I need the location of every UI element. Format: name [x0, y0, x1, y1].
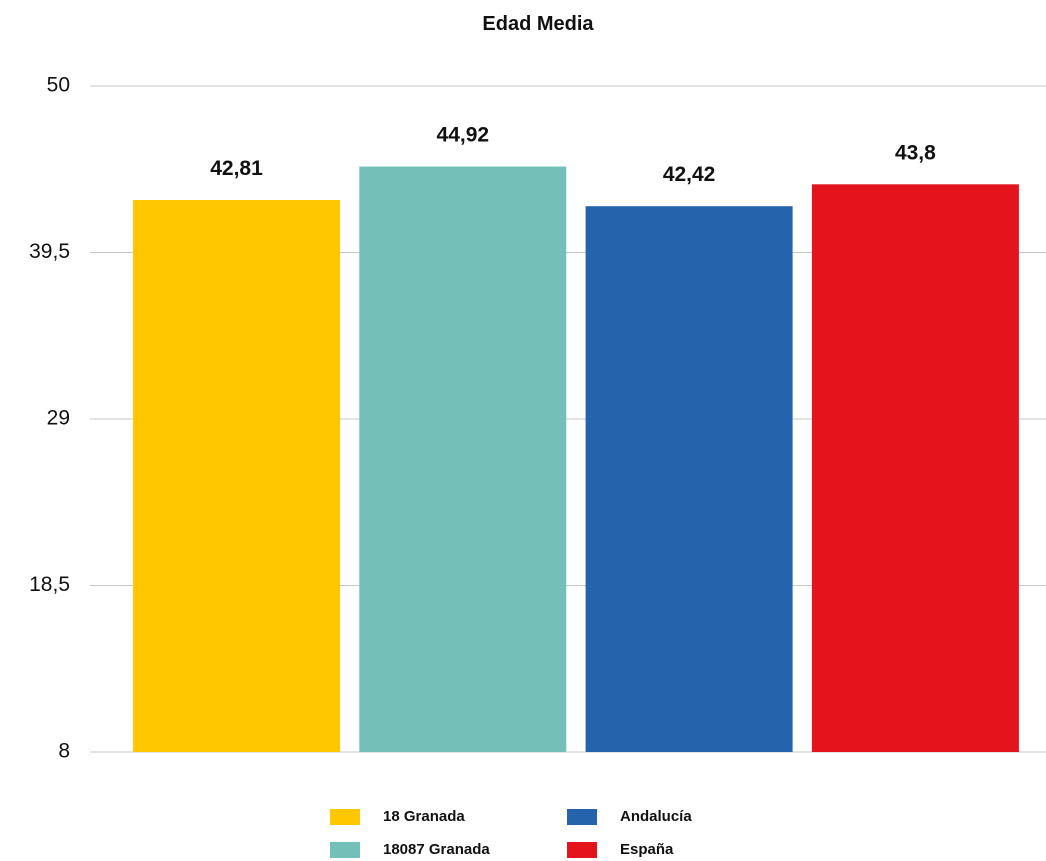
- legend-label: España: [620, 841, 674, 858]
- legend-label: 18 Granada: [383, 808, 465, 825]
- legend-item: Andalucía: [567, 808, 692, 825]
- legend: 18 Granada 18087 Granada Andalucía España: [330, 808, 692, 858]
- legend-swatch: [330, 809, 360, 825]
- legend-item: España: [567, 841, 674, 858]
- legend-swatch: [567, 842, 597, 858]
- data-label: 42,81: [210, 157, 263, 180]
- bar: [811, 184, 1019, 753]
- y-tick-label: 29: [47, 407, 70, 430]
- bar: [585, 206, 793, 752]
- chart-title: Edad Media: [482, 13, 594, 35]
- data-label: 42,42: [663, 163, 716, 186]
- bars: [133, 166, 1019, 753]
- legend-label: Andalucía: [620, 808, 692, 825]
- legend-swatch: [330, 842, 360, 858]
- legend-swatch: [567, 809, 597, 825]
- data-label: 44,92: [437, 124, 490, 147]
- data-labels: 42,81 44,92 42,42 43,8: [210, 124, 936, 187]
- y-tick-label: 18,5: [29, 573, 70, 596]
- y-axis: 8 18,5 29 39,5 50: [29, 74, 70, 763]
- y-tick-label: 39,5: [29, 240, 70, 263]
- legend-item: 18 Granada: [330, 808, 465, 825]
- legend-label: 18087 Granada: [383, 841, 490, 858]
- y-tick-label: 50: [47, 74, 70, 97]
- data-label: 43,8: [895, 141, 936, 164]
- y-tick-label: 8: [58, 740, 70, 763]
- bar: [133, 200, 340, 752]
- bar: [359, 166, 567, 752]
- legend-item: 18087 Granada: [330, 841, 490, 858]
